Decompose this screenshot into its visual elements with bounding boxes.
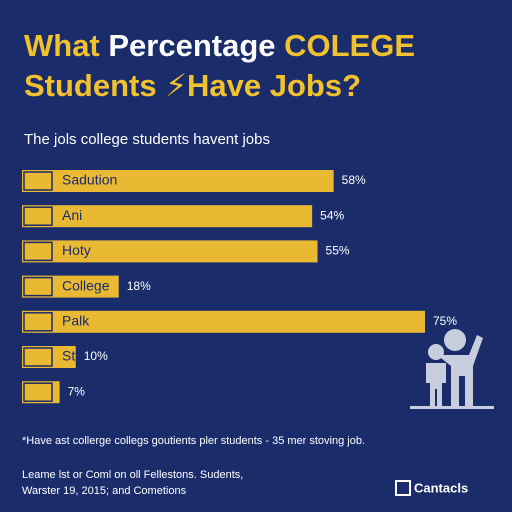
bar	[22, 170, 334, 192]
bar-icon-box	[23, 276, 53, 297]
bar-icon-box	[23, 312, 53, 332]
bar	[22, 310, 425, 333]
category-label: Palk	[62, 313, 90, 329]
category-label: Hoty	[62, 242, 91, 258]
bar-icon-box	[23, 171, 53, 191]
bar	[22, 240, 318, 263]
bar-icon-box	[23, 241, 53, 262]
category-label: Stlecers	[62, 348, 113, 364]
value-label: 58%	[342, 173, 366, 187]
title-part: What	[24, 28, 108, 63]
brand-logo	[395, 480, 411, 496]
value-label: 75%	[433, 314, 457, 328]
brand: Cantacls	[414, 480, 468, 495]
subtitle: The jols college students havent jobs	[24, 131, 270, 148]
title-part: COLEGE	[284, 28, 415, 63]
bars: Sadution 58% Ani 54% Hoty 55% College 18% Palk 75…	[22, 170, 457, 404]
category-label: Sadution	[62, 172, 117, 188]
bar	[22, 381, 60, 404]
category-label: Ani	[62, 207, 82, 223]
source-line: Warster 19, 2015; and Cometions	[22, 485, 187, 497]
category-label: College	[62, 277, 110, 293]
value-label: 54%	[320, 208, 344, 222]
bar	[22, 275, 119, 298]
bar-icon-box	[23, 206, 53, 226]
chart-title: What Percentage COLEGE Students ⚡Have Job…	[24, 28, 415, 103]
value-label: 7%	[68, 384, 86, 398]
bar-icon-box	[23, 347, 53, 367]
bar	[22, 205, 313, 228]
title-line: Students ⚡Have Jobs?	[24, 68, 361, 103]
value-label: 55%	[326, 244, 350, 258]
title-line: What Percentage COLEGE	[24, 28, 415, 63]
category-label: Dial	[62, 383, 86, 399]
title-part: Percentage	[108, 28, 284, 63]
title-part: Students ⚡Have Jobs?	[24, 68, 361, 103]
footnote: *Have ast collerge collegs goutients ple…	[22, 435, 365, 447]
people-icon	[410, 329, 494, 409]
value-label: 10%	[84, 349, 108, 363]
bar-icon-box	[23, 382, 53, 402]
source-line: Leame lst or Coml on oll Fellestons. Sud…	[22, 469, 243, 481]
value-label: 18%	[127, 279, 151, 293]
bar	[22, 346, 76, 368]
